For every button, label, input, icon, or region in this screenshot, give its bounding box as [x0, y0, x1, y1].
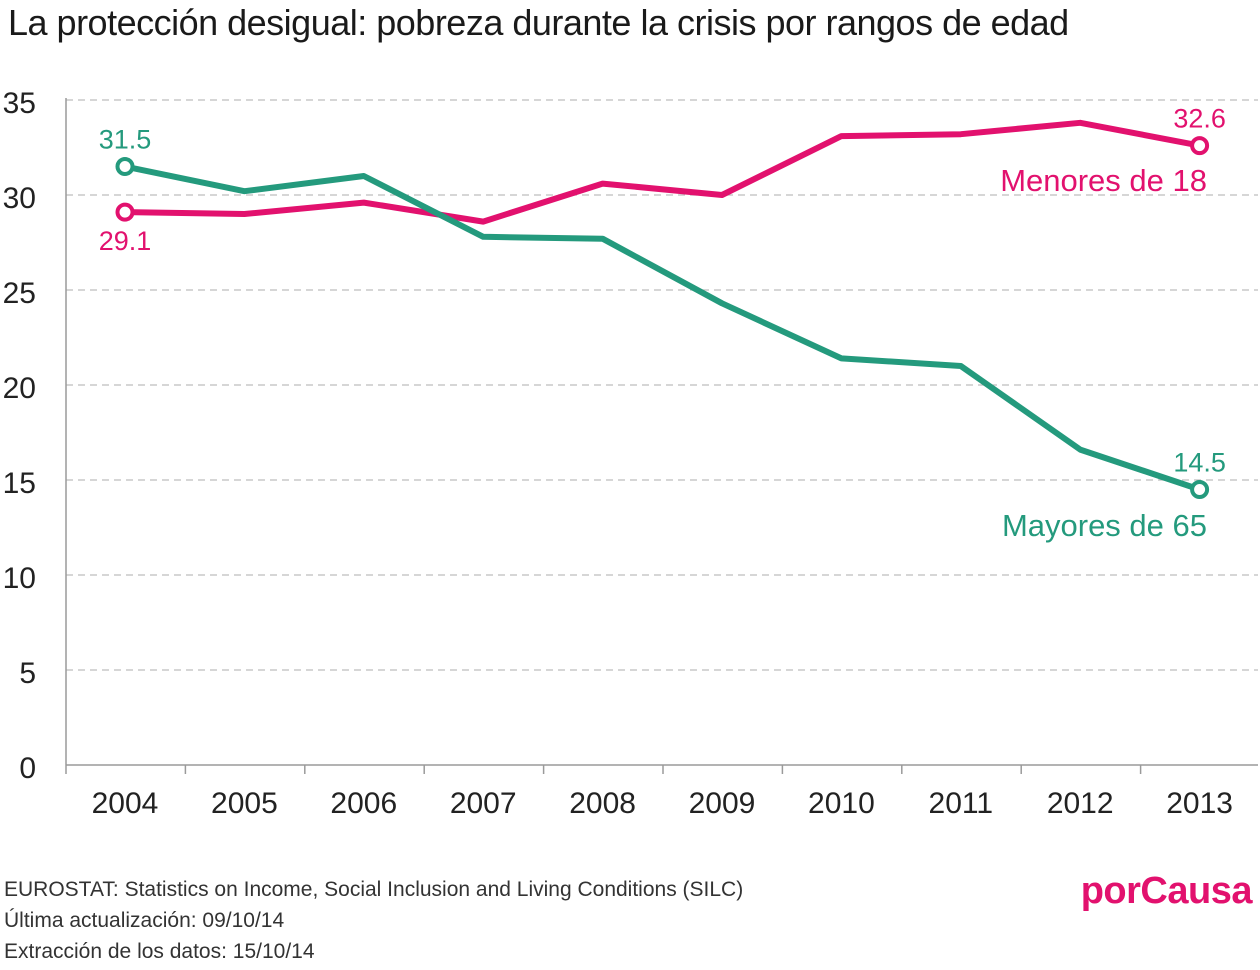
y-tick-label: 25	[3, 277, 36, 310]
x-tick-label: 2009	[689, 787, 756, 820]
y-tick-label: 15	[3, 467, 36, 500]
axes: 0 5 10 15 20 25 30 35 2004 2005 2006 2007 2008 2009 20…	[3, 87, 1258, 820]
extracted-note: Extracción de los datos: 15/10/14	[4, 940, 315, 963]
y-tick-label: 0	[19, 752, 36, 785]
endpoint-marker	[115, 202, 135, 222]
start-value-label: 29.1	[99, 226, 152, 256]
x-tick-label: 2008	[569, 787, 636, 820]
x-tick-label: 2012	[1047, 787, 1114, 820]
x-tick-label: 2010	[808, 787, 875, 820]
endpoint-marker	[115, 157, 135, 176]
start-value-label: 31.5	[99, 125, 152, 155]
y-tick-label: 5	[19, 657, 36, 690]
series-line	[122, 119, 1203, 225]
y-tick-label: 30	[3, 182, 36, 215]
x-tick-label: 2011	[929, 787, 994, 820]
chart-title: La protección desigual: pobreza durante …	[8, 2, 1069, 43]
series-label: Menores de 18	[1000, 163, 1207, 198]
series-label: Mayores de 65	[1002, 508, 1207, 543]
updated-note: Última actualización: 09/10/14	[4, 909, 285, 932]
series-lines	[115, 119, 1210, 499]
x-tick-label: 2013	[1166, 787, 1233, 820]
footer: EUROSTAT: Statistics on Income, Social I…	[4, 874, 743, 967]
x-tick-label: 2007	[450, 787, 517, 820]
y-tick-label: 35	[3, 87, 36, 120]
porcausa-logo: porCausa	[1080, 870, 1253, 912]
gridlines	[66, 99, 1258, 671]
endpoint-marker	[1190, 480, 1210, 499]
source-note: EUROSTAT: Statistics on Income, Social I…	[4, 878, 744, 901]
x-tick-label: 2004	[92, 787, 159, 820]
x-tick-label: 2006	[330, 787, 397, 820]
endpoint-marker	[1190, 136, 1210, 156]
end-value-label: 14.5	[1173, 448, 1226, 478]
y-tick-label: 20	[3, 372, 36, 405]
series-line	[122, 163, 1203, 493]
y-tick-label: 10	[3, 562, 36, 595]
end-value-label: 32.6	[1173, 104, 1226, 134]
line-chart: 0 5 10 15 20 25 30 35 2004 2005 2006 2007 2008 2009 20…	[3, 87, 1258, 820]
data-labels: 29.1 32.6 31.5 14.5 Menores de 18 Mayores de …	[99, 104, 1226, 543]
x-tick-label: 2005	[211, 787, 278, 820]
